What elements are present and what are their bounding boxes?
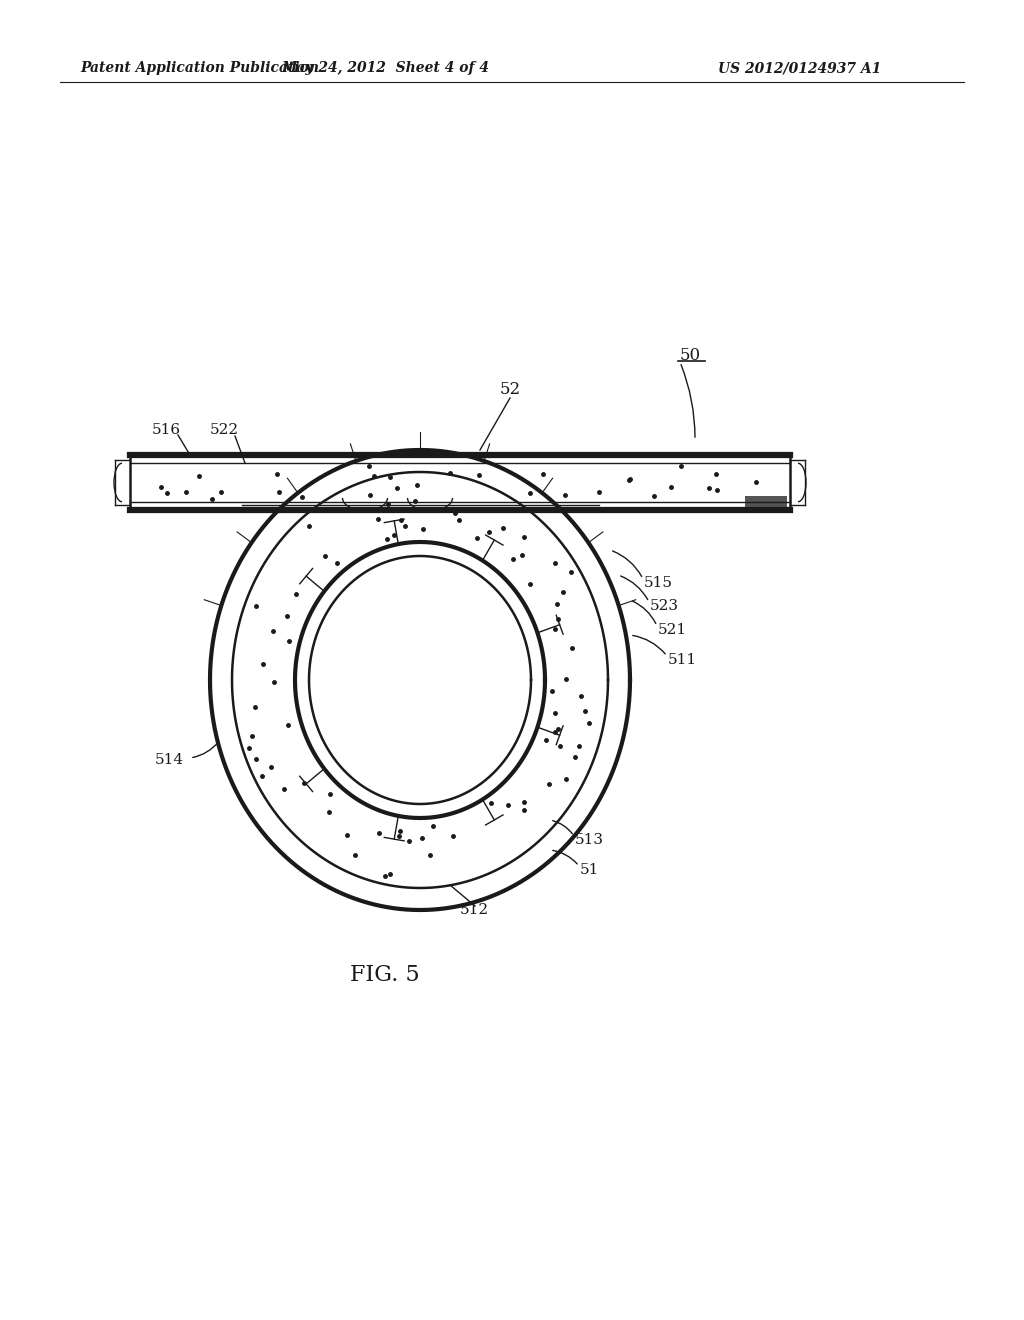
- Text: 513: 513: [575, 833, 604, 847]
- Text: 51: 51: [580, 863, 599, 876]
- Text: 515: 515: [644, 576, 673, 590]
- Text: FIG. 5: FIG. 5: [350, 964, 420, 986]
- Text: 516: 516: [152, 422, 181, 437]
- Text: May 24, 2012  Sheet 4 of 4: May 24, 2012 Sheet 4 of 4: [281, 61, 489, 75]
- Text: 523: 523: [650, 599, 679, 612]
- Bar: [745, 496, 787, 508]
- Text: 512: 512: [460, 903, 489, 917]
- Text: 522: 522: [210, 422, 240, 437]
- Text: 511: 511: [668, 653, 697, 667]
- Text: 50: 50: [680, 346, 701, 363]
- Text: 52: 52: [500, 381, 521, 399]
- Text: Patent Application Publication: Patent Application Publication: [80, 61, 319, 75]
- Text: 521: 521: [658, 623, 687, 638]
- Text: US 2012/0124937 A1: US 2012/0124937 A1: [719, 61, 882, 75]
- Text: 514: 514: [155, 752, 184, 767]
